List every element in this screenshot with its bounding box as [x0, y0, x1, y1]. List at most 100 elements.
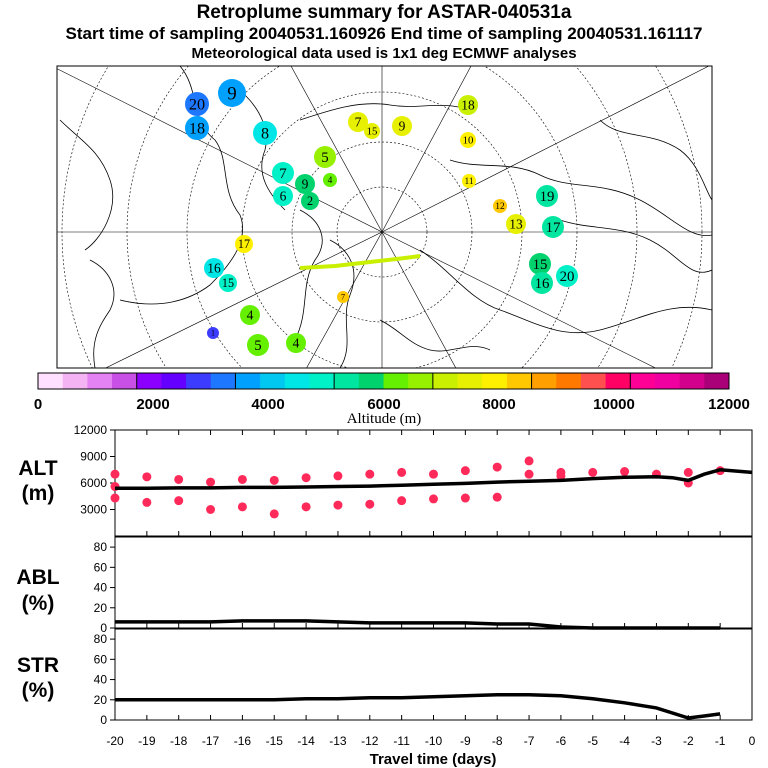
str-ytick-label: 0	[100, 713, 107, 727]
map-marker	[460, 132, 476, 148]
map-marker-label: 5	[254, 338, 261, 354]
colorbar-tick-12000: 12000	[708, 396, 750, 413]
map-marker	[536, 185, 558, 207]
alt-scatter-point	[460, 493, 470, 503]
str-panel: STR (%) 0 20 40 60 80	[17, 628, 753, 727]
alt-scatter-point	[524, 456, 534, 466]
map-marker	[556, 265, 578, 287]
map-marker-label: 18	[189, 119, 205, 137]
alt-scatter-point	[301, 473, 311, 483]
map-marker	[458, 95, 478, 115]
map-marker-label: 7	[355, 115, 362, 130]
colorbar-cell	[62, 373, 88, 389]
map-marker	[235, 235, 253, 253]
map-marker-label: 2	[307, 194, 313, 208]
map-marker-label: 15	[367, 126, 378, 138]
map-marker-label: 4	[247, 308, 254, 323]
map-marker-label: 6	[280, 189, 287, 204]
colorbar-cell	[580, 373, 607, 389]
map-marker	[531, 272, 553, 294]
alt-scatter-point	[683, 467, 693, 477]
alt-scatter-point	[429, 469, 438, 479]
alt-scatter-point	[301, 502, 311, 512]
map-marker	[273, 186, 293, 206]
colorbar-cell	[457, 373, 483, 389]
map-marker	[348, 112, 368, 132]
str-ytick-label: 40	[94, 673, 108, 687]
alt-scatter-point	[142, 472, 152, 482]
plume-track-line	[299, 254, 421, 270]
colorbar-cell	[210, 373, 236, 389]
alt-label: ALT	[18, 457, 57, 480]
map-marker-label: 13	[509, 217, 523, 232]
colorbar-tick-6000: 6000	[367, 396, 400, 413]
map-marker	[392, 116, 412, 136]
x-tick-label: -13	[329, 734, 347, 748]
x-tick-label: -8	[492, 734, 503, 748]
sampling-subtitle: Start time of sampling 20040531.160926 E…	[65, 24, 703, 43]
alt-scatter-point	[524, 469, 534, 479]
alt-scatter-point	[174, 496, 184, 506]
colorbar-cell	[309, 373, 335, 389]
map-marker-label: 1	[211, 329, 215, 338]
alt-mean-line	[115, 468, 753, 491]
colorbar-cell	[334, 373, 360, 389]
x-axis: -20 -19 -18 -17 -16 -15 -14 -13 -12 -11 -10 -9 -8 -7-…	[106, 430, 756, 768]
alt-scatter-point	[556, 467, 566, 477]
alt-scatter-point	[460, 466, 470, 476]
map-marker	[207, 327, 219, 339]
abl-ytick-label: 40	[94, 581, 108, 595]
met-subtitle: Meteorological data used is 1x1 deg ECMW…	[191, 45, 577, 62]
colorbar-cell	[630, 373, 656, 389]
map-marker-label: 12	[495, 202, 505, 212]
map-marker	[462, 174, 476, 188]
x-tick-label: -7	[524, 734, 535, 748]
x-tick-label: -14	[297, 734, 315, 748]
alt-scatter-point	[492, 462, 502, 472]
abl-line	[115, 619, 721, 630]
str-line	[115, 692, 721, 720]
alt-ytick-label: 12000	[74, 423, 108, 437]
map-marker-label: 18	[461, 98, 475, 113]
map-marker	[218, 79, 246, 107]
colorbar-cell	[186, 373, 212, 389]
str-label: STR	[17, 654, 59, 677]
colorbar-cell	[383, 373, 409, 389]
abl-unit: (%)	[22, 592, 55, 615]
x-axis-label: Travel time (days)	[370, 751, 497, 768]
colorbar-cell	[506, 373, 533, 389]
str-ytick-label: 60	[94, 652, 108, 666]
alt-ytick-label: 3000	[80, 503, 107, 517]
colorbar-cell	[482, 373, 508, 389]
map-marker-label: 4	[328, 176, 333, 186]
colorbar-tick-10000: 10000	[593, 396, 635, 413]
map-marker-label: 15	[222, 276, 234, 290]
colorbar-cell	[161, 373, 187, 389]
alt-scatter-point	[237, 474, 247, 484]
map-marker	[364, 123, 380, 139]
colorbar-cell	[136, 373, 162, 389]
colorbar-cell	[38, 373, 64, 389]
x-tick-label: -19	[138, 734, 156, 748]
alt-scatter-point	[174, 474, 184, 484]
x-tick-label: -3	[651, 734, 662, 748]
str-ytick-label: 20	[94, 693, 108, 707]
alt-scatter-point	[492, 492, 502, 502]
abl-label: ABL	[16, 566, 59, 589]
map-marker-label: 4	[293, 336, 300, 351]
map-marker-label: 20	[560, 269, 575, 285]
colorbar-tick-2000: 2000	[136, 396, 169, 413]
main-title: Retroplume summary for ASTAR-040531a	[196, 2, 572, 23]
x-tick-label: -2	[683, 734, 694, 748]
alt-scatter-point	[333, 500, 343, 510]
colorbar-cell	[260, 373, 286, 389]
map-marker	[314, 146, 336, 168]
map-marker	[529, 253, 551, 275]
map-marker	[295, 174, 315, 194]
map-marker-label: 10	[463, 135, 474, 147]
alt-scatter-point	[110, 469, 120, 479]
map-marker	[493, 199, 507, 213]
x-tick-label: -16	[234, 734, 252, 748]
alt-ytick-label: 6000	[80, 476, 107, 490]
